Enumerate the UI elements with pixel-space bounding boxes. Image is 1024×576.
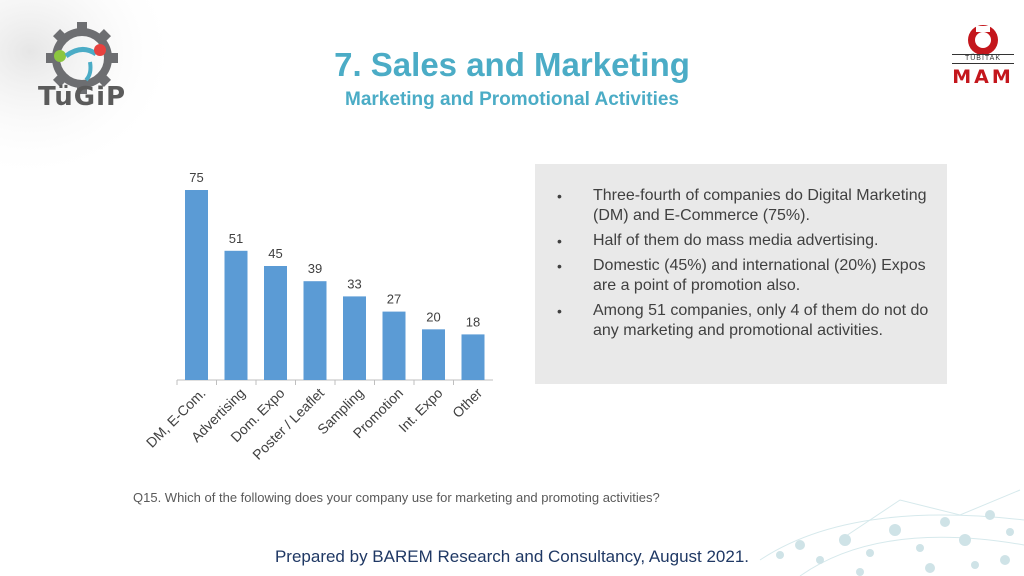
data-label: 51	[229, 231, 243, 246]
data-label: 33	[347, 276, 361, 291]
page-title: 7. Sales and Marketing	[334, 46, 690, 83]
data-label: 27	[387, 292, 401, 307]
mam-label: MAM	[952, 66, 1014, 88]
data-label: 39	[308, 261, 322, 276]
tubitak-emblem-icon	[968, 25, 998, 55]
bar	[224, 250, 248, 380]
data-label: 18	[466, 314, 480, 329]
tubitak-label: TÜBİTAK	[952, 54, 1014, 64]
bullet-icon: •	[557, 303, 562, 319]
bullet-icon: •	[557, 233, 562, 249]
data-label: 45	[268, 246, 282, 261]
bar	[185, 190, 208, 380]
footer-credit: Prepared by BAREM Research and Consultan…	[274, 547, 750, 566]
page-subtitle: Marketing and Promotional Activities	[345, 89, 679, 110]
tugip-logo-text: TüGiP	[38, 82, 127, 112]
data-label: 75	[189, 170, 203, 185]
category-label: Other	[449, 385, 485, 421]
summary-item: • Three-fourth of companies do Digital Ma…	[557, 187, 927, 224]
bar	[343, 296, 366, 380]
bullet-icon: •	[557, 188, 562, 204]
bar	[264, 266, 287, 380]
question-text: Q15. Which of the following does your co…	[133, 490, 660, 505]
summary-item: • Half of them do mass media advertising.	[557, 232, 879, 249]
gear-icon	[46, 22, 118, 94]
summary-list: • Three-fourth of companies do Digital Ma…	[535, 164, 947, 341]
summary-box: • Three-fourth of companies do Digital Ma…	[535, 164, 947, 384]
bar	[303, 281, 327, 380]
summary-item: • Domestic (45%) and international (20%) …	[557, 257, 926, 294]
bar	[422, 329, 445, 380]
category-label: Int. Expo	[395, 385, 446, 436]
bar	[382, 311, 406, 380]
bullet-icon: •	[557, 258, 562, 274]
bar	[461, 334, 485, 380]
summary-item: • Among 51 companies, only 4 of them do n…	[557, 302, 929, 339]
data-label: 20	[426, 309, 440, 324]
